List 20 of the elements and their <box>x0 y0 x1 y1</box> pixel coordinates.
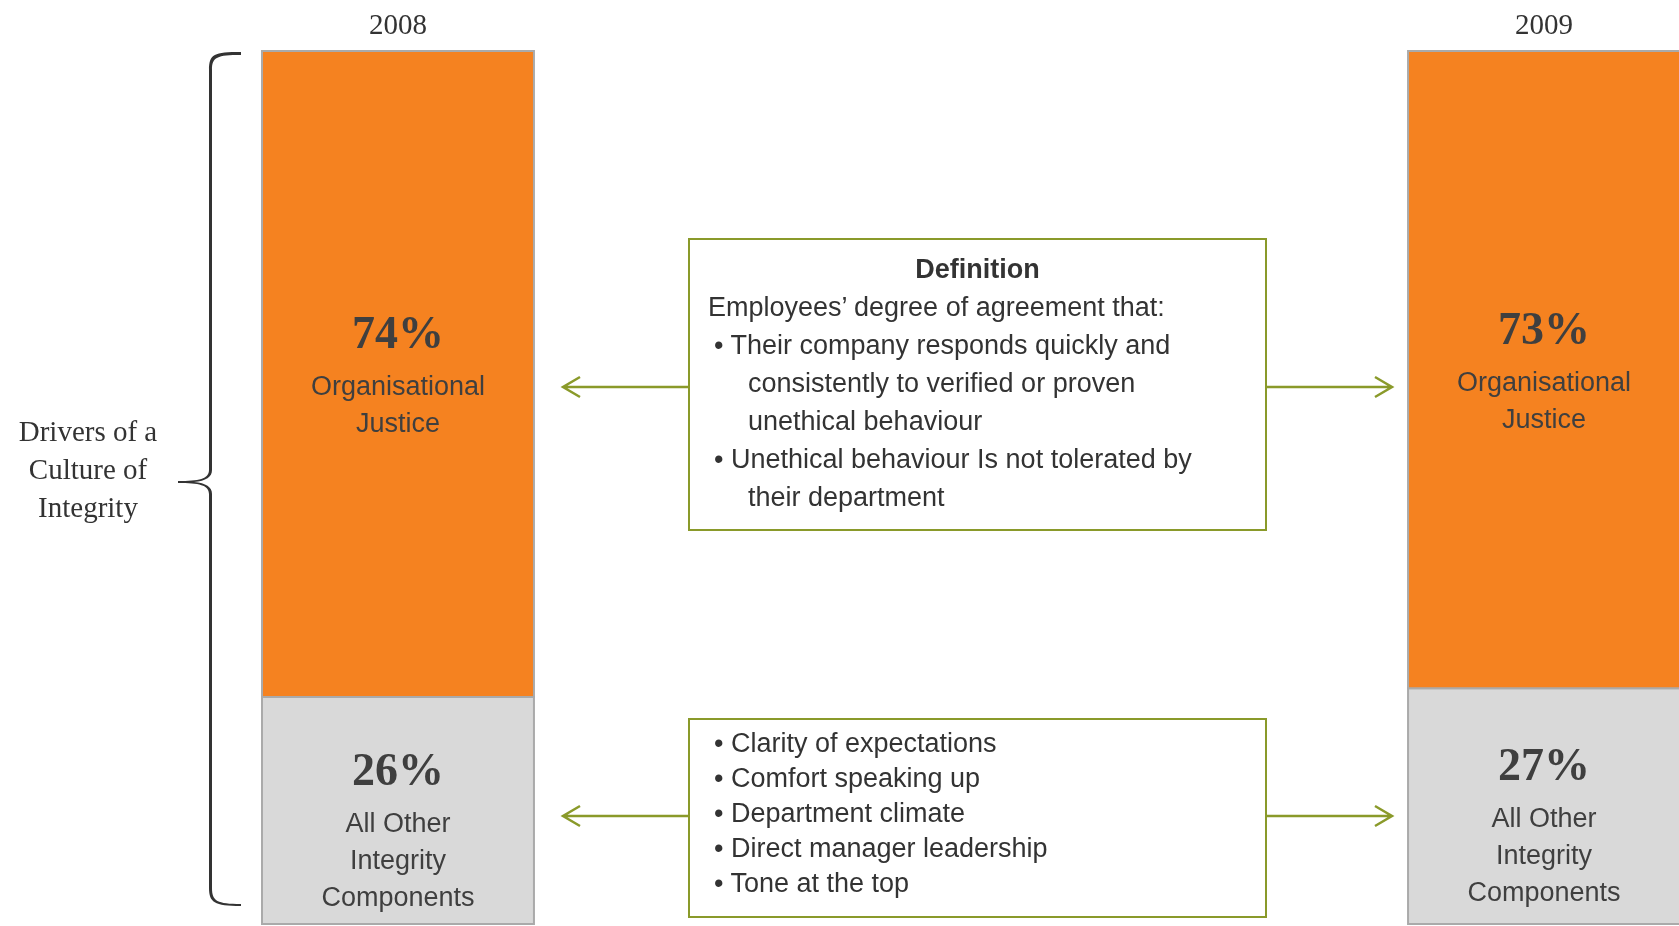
data-label: 74% <box>351 307 444 359</box>
annotation: • Their company responds quickly and consistently to verified or proven unethical behaviour <box>714 329 1172 438</box>
x-tick-label: 2009 <box>1515 7 1574 40</box>
annotation: Definition <box>914 253 1041 286</box>
annotation: Employees’ degree of agreement that: <box>708 291 1166 324</box>
data-label: 26% <box>351 743 444 795</box>
data-label: 73% <box>1498 302 1591 354</box>
series-label: Organisational Justice <box>310 371 486 439</box>
y-axis-title: Drivers of a Culture of Integrity <box>17 414 159 525</box>
annotation: • Unethical behaviour Is not tolerated by their department <box>714 443 1193 514</box>
annotation: • Department climate <box>714 797 967 830</box>
x-tick-label: 2008 <box>368 7 427 40</box>
text: Organisational Justice <box>1456 366 1632 434</box>
annotation: • Clarity of expectations <box>714 727 998 760</box>
annotation: • Tone at the top <box>714 867 911 900</box>
text: All Other Integrity Components <box>1467 803 1621 908</box>
annotation: • Comfort speaking up <box>714 762 982 795</box>
annotation: • Direct manager leadership <box>714 832 1049 865</box>
series-label: All Other Integrity Components <box>321 807 475 912</box>
data-label: 27% <box>1498 739 1591 791</box>
